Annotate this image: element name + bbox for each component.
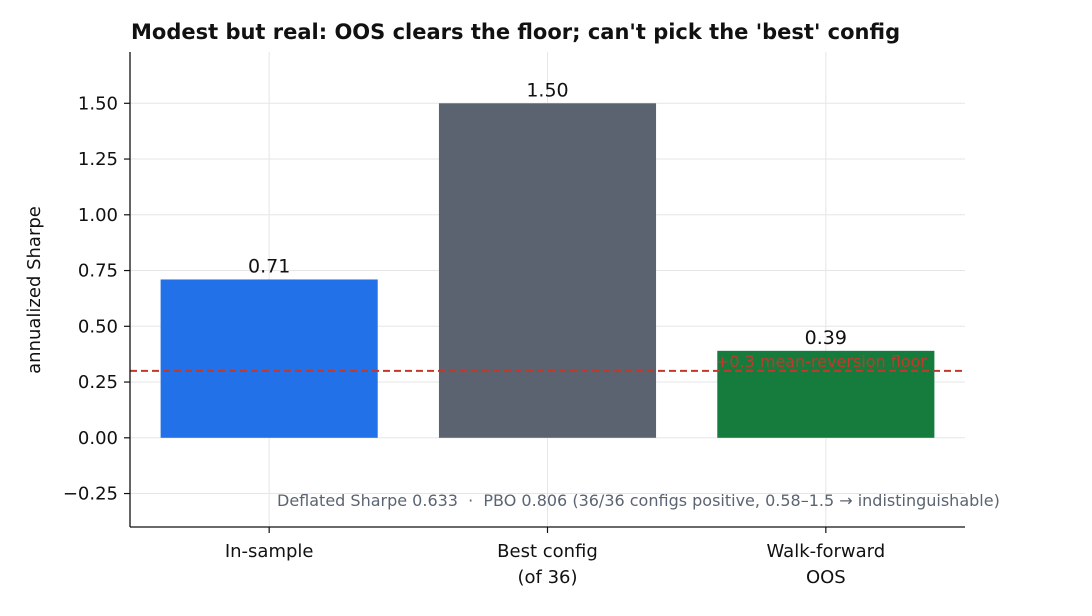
y-tick-label: 0.75 xyxy=(78,261,118,282)
x-tick-label: OOS xyxy=(806,567,846,588)
bar xyxy=(160,279,378,438)
x-tick-label: In-sample xyxy=(225,541,314,562)
y-tick-label: 0.25 xyxy=(78,372,118,393)
x-tick-label: Walk-forward xyxy=(767,541,886,562)
x-tick-label: Best config xyxy=(497,541,598,562)
data-labels: 0.71 1.50 0.39 xyxy=(248,79,847,349)
bar xyxy=(717,350,935,438)
reference-line-label: +0.3 mean-reversion floor xyxy=(716,352,928,371)
y-tick-label: −0.25 xyxy=(63,484,118,505)
bar xyxy=(438,103,657,438)
chart-title: Modest but real: OOS clears the floor; c… xyxy=(131,20,900,44)
y-tick-label: 1.50 xyxy=(78,93,118,114)
bars xyxy=(160,103,935,438)
y-tick-label: 0.00 xyxy=(78,428,118,449)
stats-annotation: Deflated Sharpe 0.633 · PBO 0.806 (36/36… xyxy=(277,491,1000,510)
y-tick-label: 0.50 xyxy=(78,316,118,337)
y-axis-label: annualized Sharpe xyxy=(24,206,45,374)
reference-line-group: +0.3 mean-reversion floor xyxy=(130,352,965,372)
y-tick-label: 1.25 xyxy=(78,149,118,170)
y-ticks: −0.25 0.00 0.25 0.50 0.75 1.00 1.25 1.50 xyxy=(63,93,130,505)
bar-value-label: 0.71 xyxy=(248,255,290,277)
bar-value-label: 0.39 xyxy=(805,327,847,349)
y-tick-label: 1.00 xyxy=(78,205,118,226)
bar-value-label: 1.50 xyxy=(526,79,568,101)
x-tick-label: (of 36) xyxy=(517,567,577,588)
x-ticks: In-sample Best config (of 36) Walk-forward O… xyxy=(225,527,885,588)
